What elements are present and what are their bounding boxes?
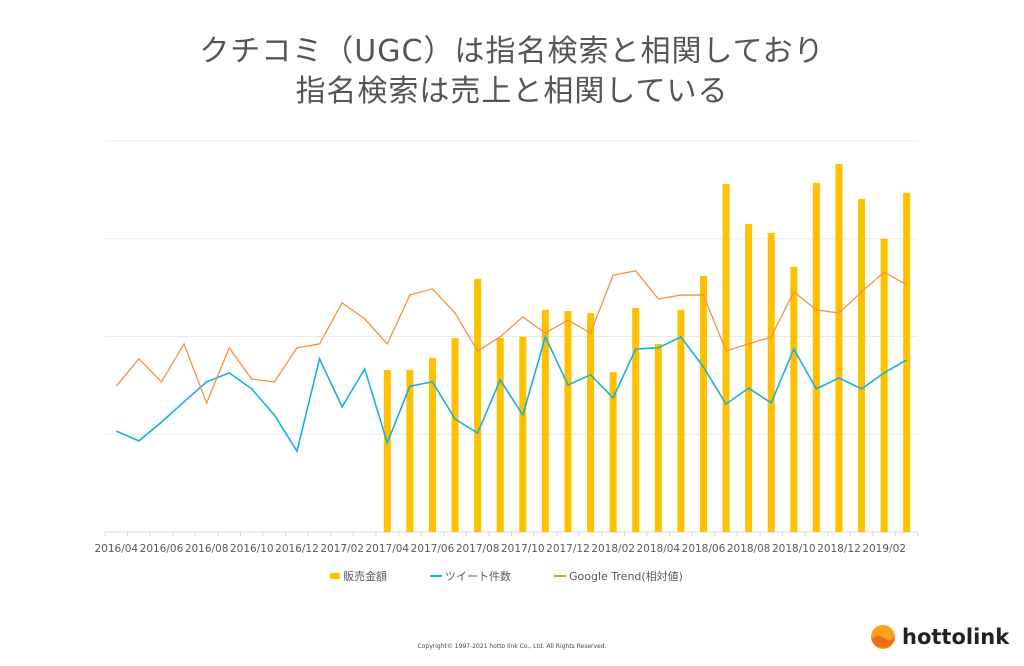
bar-sales-2017/12: [564, 311, 572, 532]
bar-sales-2019/01: [858, 198, 866, 533]
bar-sales-2018/05: [677, 309, 685, 532]
title-line-2: 指名検索は売上と相関している: [295, 74, 729, 109]
bar-sales-2017/04: [383, 370, 391, 532]
x-tick-label: 2016/06: [140, 543, 184, 555]
x-tick-label: 2017/06: [411, 543, 455, 555]
legend-label-sales: 販売金額: [343, 570, 387, 583]
x-tick-label: 2018/10: [772, 543, 816, 555]
legend-swatch-google-trend: [554, 575, 566, 577]
x-tick-label: 2017/08: [456, 543, 500, 555]
bar-sales-2019/02: [880, 238, 888, 532]
bar-sales-2018/08: [745, 223, 753, 532]
bar-sales-2018/06: [699, 275, 707, 532]
bar-sales-2019/03: [903, 193, 911, 533]
x-tick-label: 2017/12: [546, 543, 590, 555]
x-tick-label: 2018/12: [817, 543, 861, 555]
legend-swatch-sales: [330, 573, 340, 579]
x-tick-label: 2017/04: [365, 543, 409, 555]
bar-sales-2018/04: [654, 343, 662, 532]
line-tweets: [115, 334, 908, 454]
legend-label-google-trend: Google Trend(相対値): [569, 570, 683, 583]
bar-sales-2018/11: [812, 182, 820, 532]
x-tick-label: 2019/02: [862, 543, 906, 555]
bar-sales-2017/05: [406, 370, 414, 532]
bar-sales-2017/11: [541, 309, 549, 532]
x-tick-label: 2016/08: [185, 543, 229, 555]
bar-sales-2018/10: [790, 266, 798, 532]
bar-sales-2018/12: [835, 164, 843, 532]
bar-sales-2018/09: [767, 232, 775, 532]
x-tick-label: 2016/04: [94, 543, 138, 555]
x-tick-label: 2018/06: [682, 543, 726, 555]
bar-sales-2018/02: [609, 372, 617, 532]
bar-sales-2018/01: [587, 313, 595, 532]
legend-item-google-trend: Google Trend(相対値): [554, 568, 683, 584]
x-tick-label: 2017/02: [320, 543, 364, 555]
copyright: Copyright© 1997-2021 hotto link Co., Ltd…: [417, 643, 607, 650]
hottolink-logo: hottolink: [870, 624, 1009, 650]
x-tick-label: 2016/10: [230, 543, 274, 555]
x-tick-label: 2016/12: [275, 543, 319, 555]
x-tick-label: 2018/08: [727, 543, 771, 555]
logo-text: hottolink: [902, 625, 1010, 649]
bar-sales-2018/03: [632, 307, 640, 532]
x-tick-label: 2017/10: [501, 543, 545, 555]
bar-sales-2017/06: [428, 358, 436, 532]
bar-sales-2018/07: [722, 184, 730, 532]
legend-item-tweets: ツイート件数: [430, 568, 511, 584]
legend-swatch-tweets: [430, 575, 442, 577]
bar-sales-2017/10: [519, 336, 527, 532]
x-tick-label: 2018/02: [591, 543, 635, 555]
legend-item-sales: 販売金額: [330, 568, 387, 584]
bar-sales-2017/07: [451, 338, 459, 532]
legend-label-tweets: ツイート件数: [445, 570, 511, 583]
hottolink-logo-icon: [871, 625, 895, 649]
bar-sales-2017/09: [496, 338, 504, 532]
bar-sales-2017/08: [474, 279, 482, 532]
line-google-trend: [115, 270, 908, 405]
x-tick-label: 2018/04: [636, 543, 680, 555]
title-line-1: クチコミ（UGC）は指名検索と相関しており: [199, 34, 825, 69]
